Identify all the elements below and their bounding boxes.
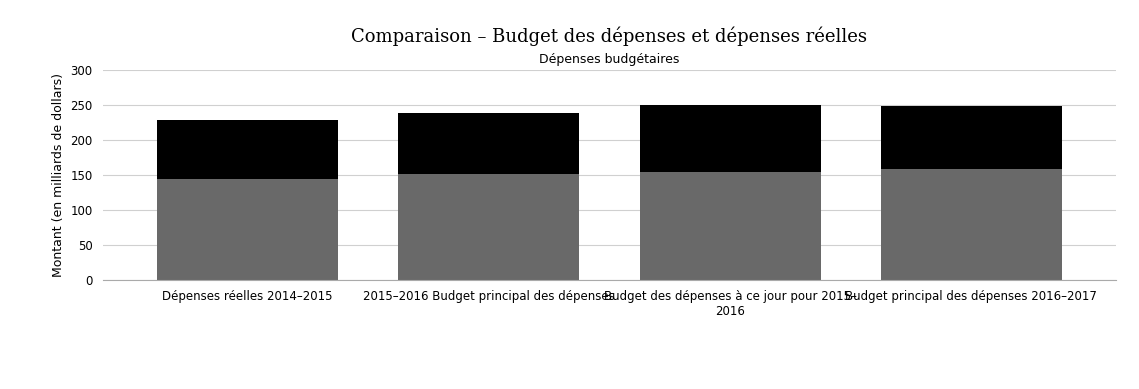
Y-axis label: Montant (en milliards de dollars): Montant (en milliards de dollars)	[52, 73, 65, 277]
Bar	[639, 105, 820, 172]
Bar	[399, 113, 580, 173]
Bar	[157, 179, 338, 280]
Bar	[639, 172, 820, 280]
Bar	[880, 169, 1062, 280]
Title: Comparaison – Budget des dépenses et dépenses réelles: Comparaison – Budget des dépenses et dép…	[351, 27, 868, 46]
Bar	[880, 107, 1062, 169]
Text: Dépenses budgétaires: Dépenses budgétaires	[539, 53, 680, 66]
Bar	[157, 121, 338, 179]
Bar	[399, 173, 580, 280]
